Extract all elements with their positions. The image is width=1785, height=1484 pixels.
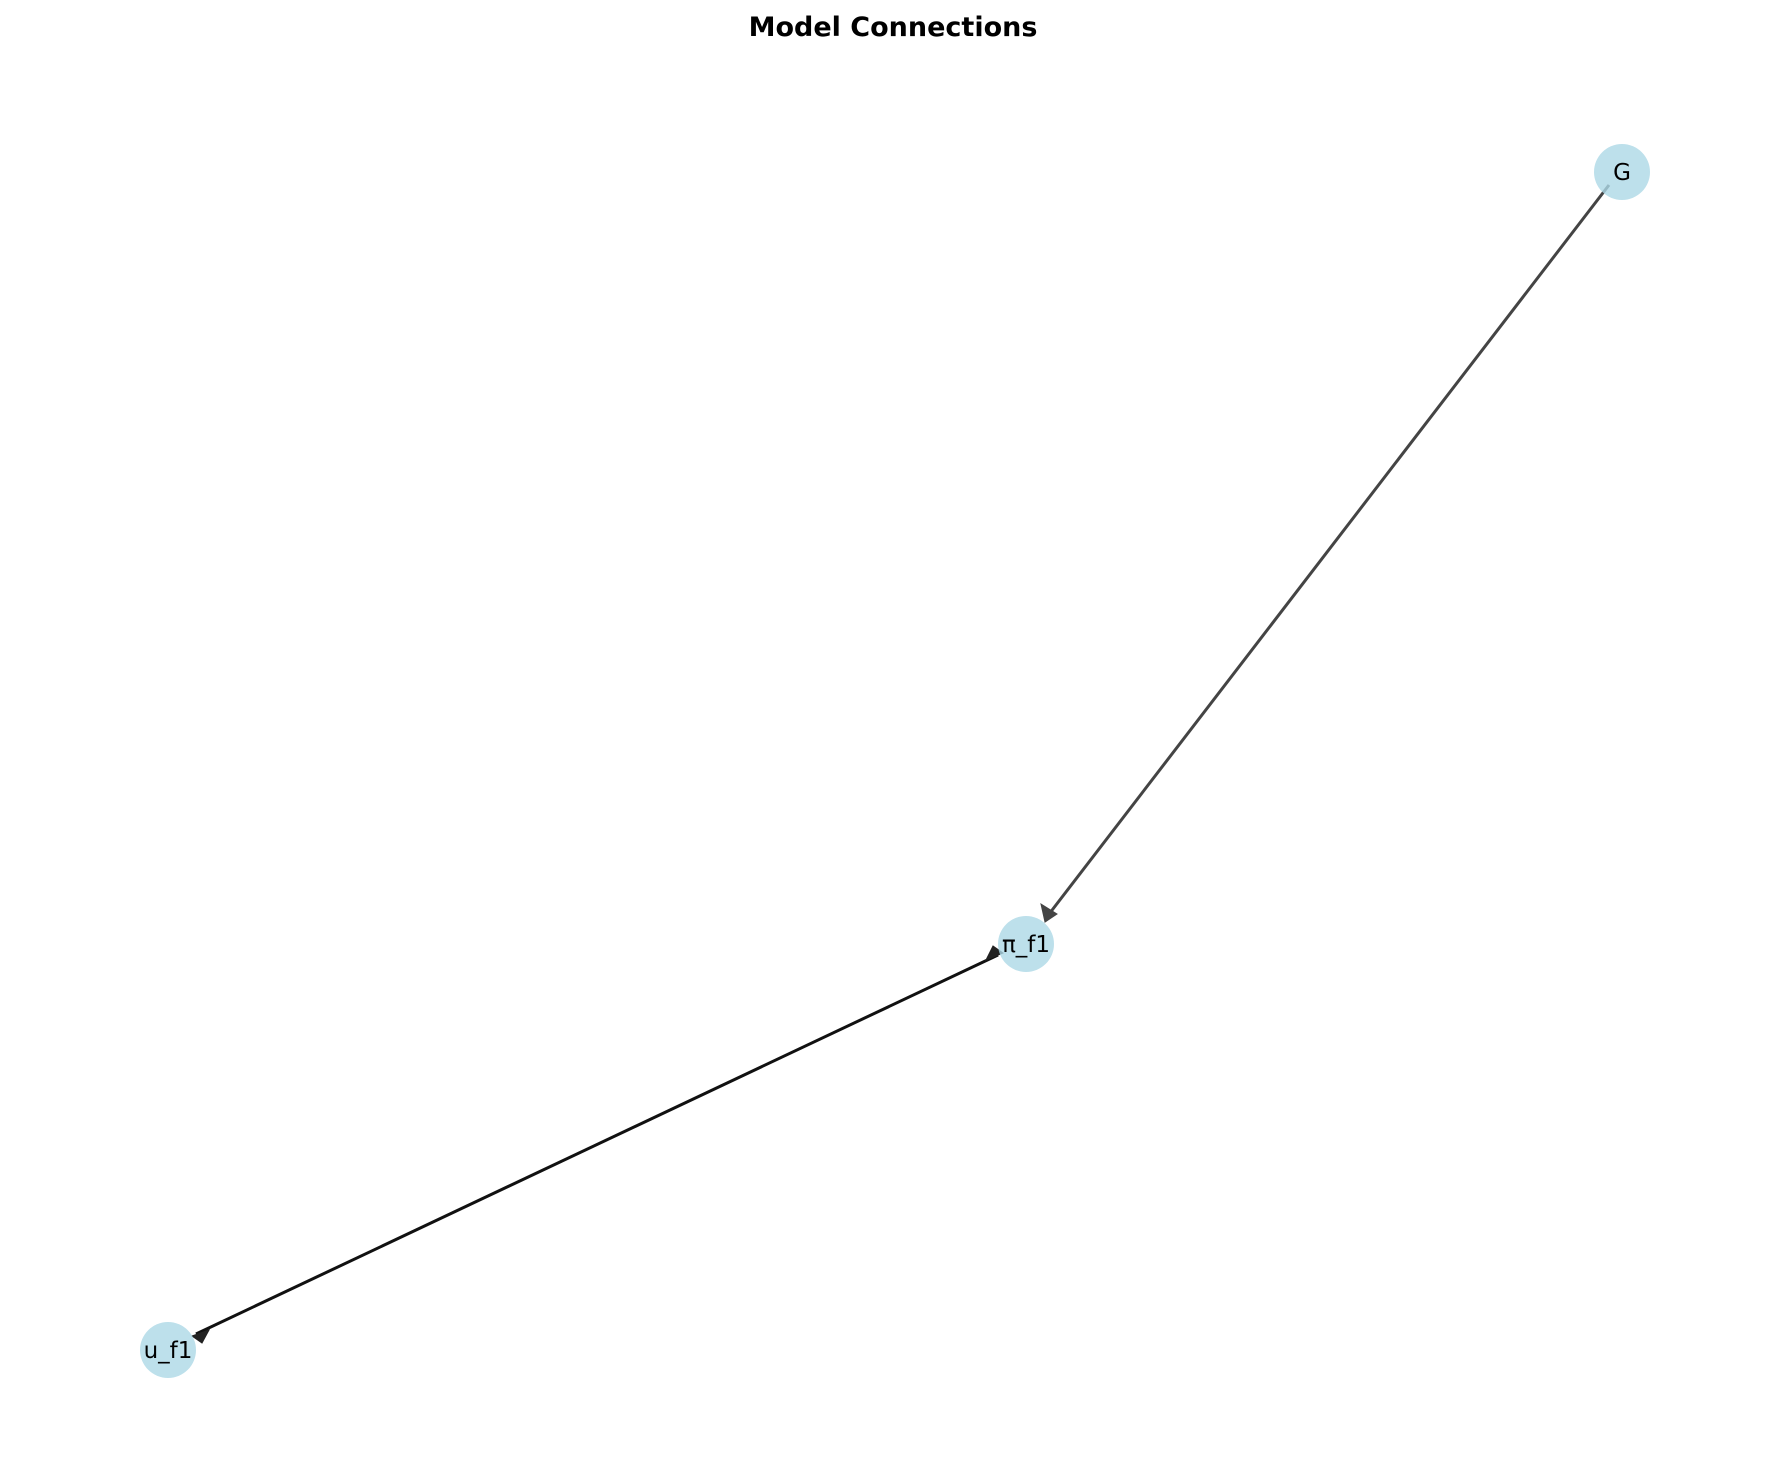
node-g[interactable]: G	[1594, 144, 1650, 200]
diagram-title: Model Connections	[749, 12, 1038, 43]
edge-g-to-pi-f1	[1040, 184, 1611, 923]
arrowhead-at-u-f1	[190, 1329, 211, 1344]
edge-line	[1044, 184, 1611, 919]
arrowhead-at-pi-f1	[984, 945, 1005, 961]
edge-line	[195, 953, 999, 1336]
arrowhead-at-pi-f1	[1040, 902, 1058, 923]
node-label: u_f1	[144, 1338, 193, 1364]
node-label: π_f1	[1002, 932, 1050, 958]
node-label: G	[1613, 160, 1631, 186]
node-circle	[1594, 144, 1650, 200]
edge-u-f1-pi-f1	[190, 945, 1005, 1344]
node-circle	[140, 1322, 196, 1378]
node-circle	[998, 916, 1054, 972]
node-u-f1[interactable]: u_f1	[140, 1322, 196, 1378]
node-pi-f1[interactable]: π_f1	[998, 916, 1054, 972]
